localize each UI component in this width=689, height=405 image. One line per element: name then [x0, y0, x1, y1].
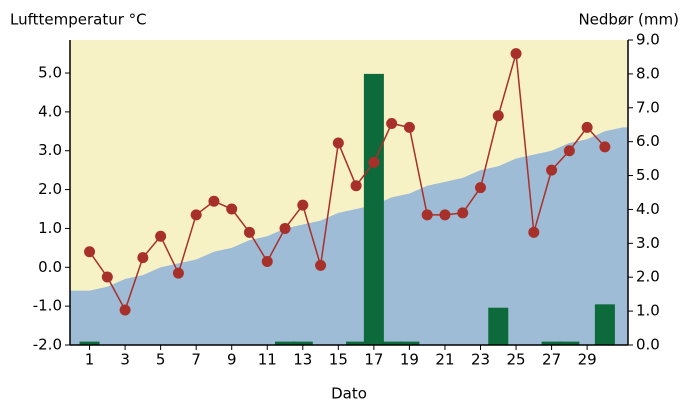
y2-tick-label: 9.0: [636, 31, 660, 49]
y-tick-label: 4.0: [38, 102, 62, 120]
temp-point: [546, 164, 558, 176]
precip-bar: [346, 341, 367, 345]
x-tick-label: 7: [191, 351, 201, 369]
temp-point: [297, 199, 309, 211]
x-tick-label: 11: [258, 351, 277, 369]
y2-tick-label: 3.0: [636, 234, 660, 252]
temp-point: [350, 180, 362, 192]
temp-point: [226, 203, 238, 215]
x-tick-label: 25: [506, 351, 525, 369]
y-tick-label: -2.0: [33, 336, 62, 354]
temp-point: [155, 230, 167, 242]
temp-point: [510, 48, 522, 60]
temp-point: [599, 141, 611, 153]
y-tick-label: -1.0: [33, 297, 62, 315]
temp-point: [190, 209, 202, 221]
y-tick-label: 3.0: [38, 141, 62, 159]
temp-point: [243, 226, 255, 238]
y-tick-label: 1.0: [38, 219, 62, 237]
temp-point: [563, 145, 575, 157]
temp-point: [368, 156, 380, 168]
x-tick-label: 13: [293, 351, 312, 369]
x-tick-label: 1: [85, 351, 95, 369]
temp-point: [119, 304, 131, 316]
temp-point: [528, 226, 540, 238]
y2-tick-label: 1.0: [636, 302, 660, 320]
temp-point: [421, 209, 433, 221]
x-tick-label: 29: [578, 351, 597, 369]
temp-point: [279, 222, 291, 234]
precip-bar: [363, 73, 384, 345]
precip-bar: [594, 304, 615, 345]
normal-area: [70, 127, 628, 345]
y-tick-label: 2.0: [38, 180, 62, 198]
precip-bar: [79, 341, 100, 345]
precip-bar: [488, 307, 509, 345]
temp-point: [137, 252, 149, 264]
x-tick-label: 3: [120, 351, 130, 369]
precip-bar: [399, 341, 420, 345]
y2-tick-label: 8.0: [636, 64, 660, 82]
y-tick-label: 0.0: [38, 258, 62, 276]
y-tick-label: 5.0: [38, 64, 62, 82]
temp-point: [386, 118, 398, 130]
temp-point: [457, 207, 469, 219]
temp-point: [475, 182, 487, 194]
y2-tick-label: 2.0: [636, 268, 660, 286]
precip-bar: [381, 341, 402, 345]
x-tick-label: 21: [435, 351, 454, 369]
x-tick-label: 27: [542, 351, 561, 369]
y2-axis-label: Nedbør (mm): [578, 11, 679, 29]
x-tick-label: 23: [471, 351, 490, 369]
y2-tick-label: 0.0: [636, 336, 660, 354]
temp-point: [84, 246, 96, 258]
precip-bar: [559, 341, 580, 345]
temp-point: [332, 137, 344, 149]
temp-point: [492, 110, 504, 122]
precip-bar: [292, 341, 313, 345]
x-tick-label: 5: [156, 351, 166, 369]
x-tick-label: 15: [329, 351, 348, 369]
temp-point: [261, 255, 273, 267]
temp-point: [101, 271, 113, 283]
y2-tick-label: 6.0: [636, 132, 660, 150]
temp-point: [172, 267, 184, 279]
temp-point: [403, 121, 415, 133]
x-tick-label: 17: [364, 351, 383, 369]
y-axis-label: Lufttemperatur °C: [10, 11, 147, 29]
y2-tick-label: 4.0: [636, 200, 660, 218]
precip-bar: [541, 341, 562, 345]
temp-line: [88, 53, 606, 312]
y2-tick-label: 7.0: [636, 98, 660, 116]
x-tick-label: 9: [227, 351, 237, 369]
temp-point: [208, 195, 220, 207]
y2-tick-label: 5.0: [636, 166, 660, 184]
temp-point: [439, 209, 451, 221]
precip-bar: [275, 341, 296, 345]
temp-point: [581, 121, 593, 133]
temp-point: [315, 259, 327, 271]
x-axis-label: Dato: [331, 385, 367, 403]
x-tick-label: 19: [400, 351, 419, 369]
